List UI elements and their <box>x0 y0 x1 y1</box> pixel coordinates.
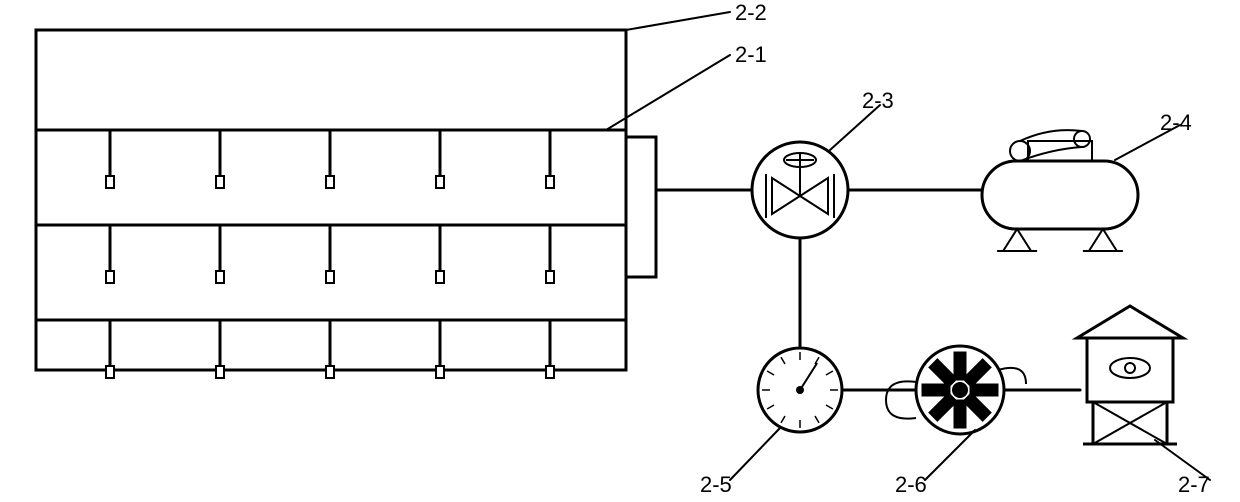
pressure-gauge <box>758 348 842 432</box>
storage-tank <box>1077 306 1183 444</box>
label-valve: 2-3 <box>862 88 894 113</box>
nozzle-cabinet <box>36 30 656 378</box>
label-compressor: 2-4 <box>1160 110 1192 135</box>
label-tank: 2-7 <box>1178 472 1210 497</box>
valve <box>752 142 848 238</box>
label-gauge: 2-5 <box>700 472 732 497</box>
label-pump: 2-6 <box>895 472 927 497</box>
label-box_inner: 2-1 <box>735 42 767 67</box>
label-box_outer: 2-2 <box>735 0 767 25</box>
compressor <box>982 130 1138 251</box>
